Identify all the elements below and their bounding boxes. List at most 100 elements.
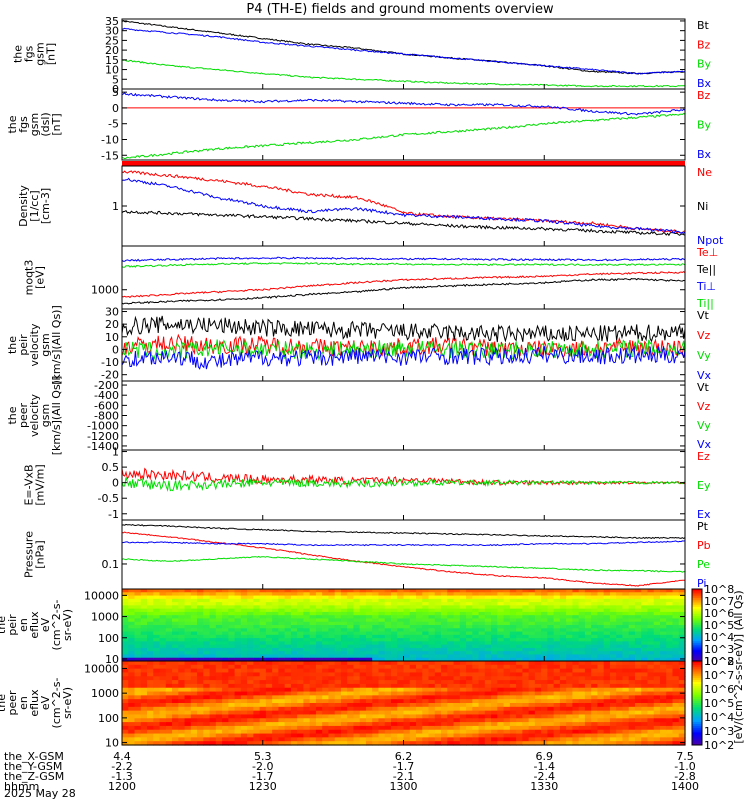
spectrogram-cell xyxy=(447,641,455,646)
spectrogram-cell xyxy=(659,691,667,696)
colorbar-step xyxy=(692,598,702,601)
spectrogram-cell xyxy=(228,710,236,716)
spectrogram-cell xyxy=(566,592,573,597)
spectrogram-cell xyxy=(584,589,592,593)
spectrogram-cell xyxy=(603,602,611,606)
spectrogram-cell xyxy=(228,611,236,616)
spectrogram-cell xyxy=(334,602,342,606)
spectrogram-cell xyxy=(434,668,442,674)
spectrogram-cell xyxy=(390,683,398,689)
y-axis-label-line: [km/s](All Qs)] xyxy=(50,305,63,385)
spectrogram-cell xyxy=(566,589,573,593)
spectrogram-cell xyxy=(616,722,624,727)
spectrogram-cell xyxy=(372,718,380,723)
y-tick-label: -1000 xyxy=(87,420,119,433)
spectrogram-cell xyxy=(397,733,405,738)
colorbar-step xyxy=(692,700,702,704)
spectrogram-cell xyxy=(659,644,667,649)
spectrogram-cell xyxy=(522,647,530,652)
spectrogram-cell xyxy=(559,657,567,662)
spectrogram-cell xyxy=(403,741,411,746)
spectrogram-cell xyxy=(628,644,636,649)
spectrogram-cell xyxy=(147,680,154,685)
spectrogram-cell xyxy=(547,631,555,636)
spectrogram-cell xyxy=(172,605,179,610)
spectrogram-cell xyxy=(547,589,555,593)
spectrogram-cell xyxy=(234,733,242,738)
spectrogram-cell xyxy=(190,691,198,696)
spectrogram-cell xyxy=(222,625,229,629)
spectrogram-cell xyxy=(516,628,523,633)
spectrogram-cell xyxy=(647,602,655,606)
spectrogram-cell xyxy=(428,598,436,603)
spectrogram-cell xyxy=(290,638,298,642)
spectrogram-cell xyxy=(628,683,636,689)
spectrogram-cell xyxy=(165,651,173,656)
spectrogram-cell xyxy=(547,625,555,629)
spectrogram-cell xyxy=(197,625,204,629)
spectrogram-cell xyxy=(622,608,630,613)
spectrogram-cell xyxy=(547,691,555,696)
spectrogram-cell xyxy=(422,733,430,738)
spectrogram-cell xyxy=(659,657,667,662)
spectrogram-cell xyxy=(159,691,167,696)
spectrogram-cell xyxy=(265,589,273,593)
spectrogram-cell xyxy=(516,725,523,731)
spectrogram-cell xyxy=(672,625,680,629)
spectrogram-cell xyxy=(378,687,386,693)
spectrogram-cell xyxy=(616,683,624,689)
spectrogram-cell xyxy=(253,676,261,681)
spectrogram-cell xyxy=(541,644,548,649)
spectrogram-cell xyxy=(378,733,386,738)
spectrogram-cell xyxy=(659,680,667,685)
spectrogram-cell xyxy=(122,691,129,696)
spectrogram-cell xyxy=(553,733,561,738)
spectrogram-cell xyxy=(328,644,336,649)
spectrogram-cell xyxy=(378,657,386,662)
spectrogram-cell xyxy=(447,605,455,610)
spectrogram-cell xyxy=(165,699,173,704)
colorbar-step xyxy=(692,639,702,642)
spectrogram-cell xyxy=(340,654,348,659)
spectrogram-cell xyxy=(584,733,592,738)
spectrogram-cell xyxy=(422,608,430,613)
spectrogram-cell xyxy=(140,725,148,731)
spectrogram-cell xyxy=(284,664,292,670)
spectrogram-cell xyxy=(459,703,467,708)
spectrogram-cell xyxy=(353,621,361,626)
y-axis-label-line: peer xyxy=(6,690,19,716)
spectrogram-cell xyxy=(547,737,555,742)
spectrogram-cell xyxy=(416,657,423,662)
spectrogram-cell xyxy=(122,628,129,633)
legend-entry: Bx xyxy=(697,77,712,90)
spectrogram-cell xyxy=(659,664,667,670)
spectrogram-cell xyxy=(209,598,217,603)
spectrogram-cell xyxy=(184,628,192,633)
spectrogram-cell xyxy=(666,687,674,693)
spectrogram-cell xyxy=(578,737,586,742)
spectrogram-cell xyxy=(528,644,536,649)
spectrogram-cell xyxy=(290,687,298,693)
spectrogram-cell xyxy=(359,695,367,700)
spectrogram-cell xyxy=(328,703,336,708)
spectrogram-cell xyxy=(628,691,636,696)
spectrogram-cell xyxy=(128,661,136,666)
spectrogram-cell xyxy=(215,722,223,727)
spectrogram-cell xyxy=(397,737,405,742)
y-axis-label-line: peir xyxy=(6,614,19,636)
spectrogram-cell xyxy=(459,710,467,716)
y-axis-label-line: fgs xyxy=(17,116,30,133)
spectrogram-cell xyxy=(641,657,649,662)
spectrogram-cell xyxy=(653,628,661,633)
spectrogram-cell xyxy=(447,592,455,597)
legend-entry: Ne xyxy=(697,166,712,179)
spectrogram-cell xyxy=(128,618,136,623)
spectrogram-cell xyxy=(403,703,411,708)
spectrogram-cell xyxy=(566,733,573,738)
spectrogram-cell xyxy=(566,615,573,620)
spectrogram-cell xyxy=(659,710,667,716)
spectrogram-cell xyxy=(159,625,167,629)
spectrogram-cell xyxy=(272,634,279,639)
spectrogram-cell xyxy=(591,664,599,670)
spectrogram-cell xyxy=(591,592,599,597)
